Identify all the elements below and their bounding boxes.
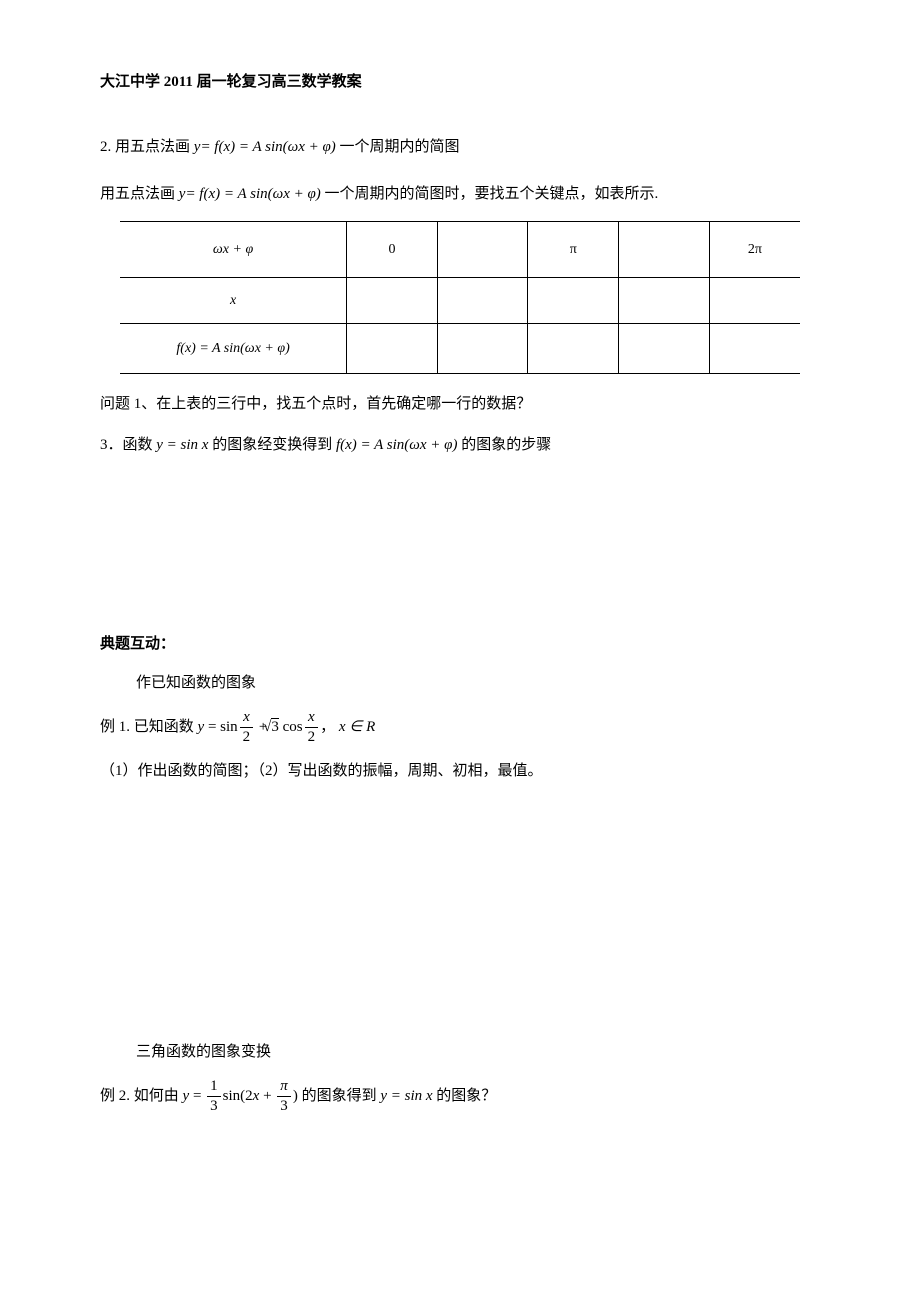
section3-fxeq: f(x) = A sin(ωx + φ) <box>336 437 457 453</box>
ex1-frac2: x2 <box>305 710 319 745</box>
question-1: 问题 1、在上表的三行中，找五个点时，首先确定哪一行的数据？ <box>100 392 820 413</box>
section2-title-suffix: 一个周期内的简图 <box>336 139 460 155</box>
ex1-frac1: x2 <box>240 710 254 745</box>
section3: 3．函数 y = sin x 的图象经变换得到 f(x) = A sin(ωx … <box>100 433 820 454</box>
ex2-suffix: 的图象？ <box>433 1088 497 1104</box>
table-cell <box>709 278 800 324</box>
table-cell <box>437 278 528 324</box>
table-cell <box>347 324 438 374</box>
table-cell: 0 <box>347 222 438 278</box>
section3-yeq: y = sin x <box>156 437 208 453</box>
table-cell <box>619 324 710 374</box>
ex2-frac1-num: 1 <box>207 1079 221 1097</box>
ex2-frac2-num: π <box>277 1079 291 1097</box>
table-cell-label: x <box>120 278 347 324</box>
ex2-prefix: 例 2. 如何由 <box>100 1088 183 1104</box>
table-row: f(x) = A sin(ωx + φ) <box>120 324 800 374</box>
section3-mid: 的图象经变换得到 <box>208 437 336 453</box>
ex2-target: y = sin x <box>380 1088 432 1104</box>
section2-desc-prefix: 用五点法画 <box>100 186 179 202</box>
table-cell <box>619 222 710 278</box>
table-cell: 2π <box>709 222 800 278</box>
table-cell-label: ωx + φ <box>120 222 347 278</box>
section2-desc-eq: = f(x) = A sin(ωx + φ) <box>185 186 320 202</box>
table-cell-0-4: 2π <box>748 242 762 257</box>
ex1-sqrt3: √3 <box>271 718 279 735</box>
ex1-domain: x ∈ R <box>339 719 375 735</box>
ex1-frac1-num: x <box>240 710 254 728</box>
dianti-title: 典题互动： <box>100 632 820 653</box>
ex2-frac2: π3 <box>277 1079 291 1114</box>
ex1-prefix: 例 1. 已知函数 <box>100 719 198 735</box>
ex1-frac1-den: 2 <box>240 728 254 745</box>
section3-prefix: 3．函数 <box>100 437 156 453</box>
blank-space <box>100 472 820 632</box>
table-label-1: x <box>230 293 236 308</box>
table-cell-0-2: π <box>570 242 577 257</box>
table-label-0: ωx + φ <box>213 242 253 257</box>
table-row: x <box>120 278 800 324</box>
table-cell <box>347 278 438 324</box>
table-cell: π <box>528 222 619 278</box>
section3-suffix: 的图象的步骤 <box>457 437 551 453</box>
ex2-sin: sin(2 <box>223 1088 253 1104</box>
five-point-table: ωx + φ 0 π 2π x f(x) = A sin(ωx + φ) <box>120 221 800 374</box>
example-1-sub: （1）作出函数的简图；（2）写出函数的振幅，周期、初相，最值。 <box>100 759 820 780</box>
table-cell <box>619 278 710 324</box>
example-1: 例 1. 已知函数 y = sinx2 + √3 cosx2， x ∈ R <box>100 710 820 745</box>
section2-desc-suffix: 一个周期内的简图时，要找五个关键点，如表所示. <box>321 186 659 202</box>
section2-title-eq: = f(x) = A sin(ωx + φ) <box>200 139 335 155</box>
page-header: 大江中学 2011 届一轮复习高三数学教案 <box>100 70 820 91</box>
ex2-frac1-den: 3 <box>207 1097 221 1114</box>
dianti-sub1: 作已知函数的图象 <box>100 671 820 692</box>
section2-desc: 用五点法画 y= f(x) = A sin(ωx + φ) 一个周期内的简图时，… <box>100 182 820 203</box>
table-cell <box>528 278 619 324</box>
dianti-sub2: 三角函数的图象变换 <box>100 1040 820 1061</box>
ex2-frac2-den: 3 <box>277 1097 291 1114</box>
example-2: 例 2. 如何由 y = 13sin(2x + π3) 的图象得到 y = si… <box>100 1079 820 1114</box>
table-cell-0-0: 0 <box>388 242 395 257</box>
table-cell <box>437 324 528 374</box>
ex2-mid: 的图象得到 <box>298 1088 381 1104</box>
section2-title-prefix: 2. 用五点法画 <box>100 139 194 155</box>
ex1-eqmid: = sin <box>204 719 237 735</box>
ex1-comma: ， <box>320 719 339 735</box>
ex2-plus: + <box>259 1088 275 1104</box>
table-cell-label: f(x) = A sin(ωx + φ) <box>120 324 347 374</box>
table-cell <box>437 222 528 278</box>
ex2-eq: = <box>189 1088 205 1104</box>
table-cell <box>709 324 800 374</box>
ex1-cos: cos <box>279 719 303 735</box>
table-label-2: f(x) = A sin(ωx + φ) <box>176 341 289 356</box>
section2-title: 2. 用五点法画 y= f(x) = A sin(ωx + φ) 一个周期内的简… <box>100 135 820 156</box>
blank-space-2 <box>100 790 820 1040</box>
table-row: ωx + φ 0 π 2π <box>120 222 800 278</box>
ex1-frac2-num: x <box>305 710 319 728</box>
table-cell <box>528 324 619 374</box>
ex2-frac1: 13 <box>207 1079 221 1114</box>
ex1-frac2-den: 2 <box>305 728 319 745</box>
